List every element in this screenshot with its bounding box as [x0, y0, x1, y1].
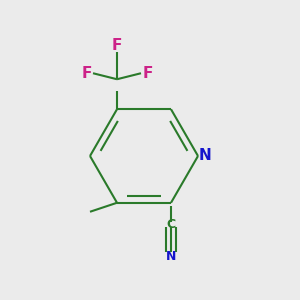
Text: N: N — [166, 250, 176, 263]
Text: C: C — [167, 218, 176, 231]
Text: N: N — [198, 148, 211, 164]
Text: F: F — [81, 66, 92, 81]
Text: F: F — [142, 66, 153, 81]
Text: F: F — [112, 38, 122, 53]
